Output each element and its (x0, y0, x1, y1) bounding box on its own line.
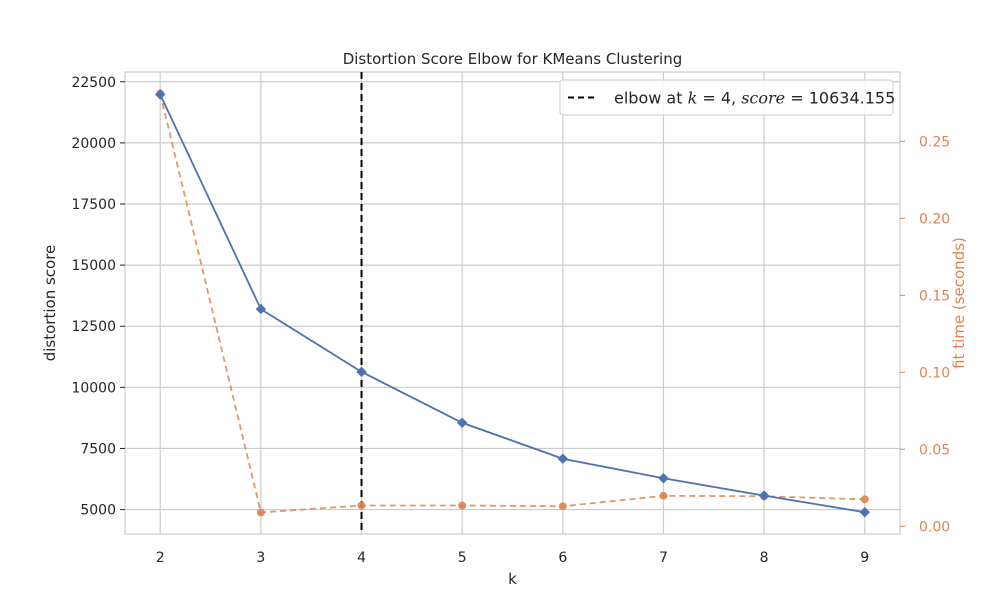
y2-tick-label: 0.00 (919, 519, 950, 535)
y2-tick-label: 0.05 (919, 442, 950, 458)
fit-time-point (558, 502, 567, 511)
legend-prefix: elbow at (614, 89, 688, 108)
fit-time-point (458, 501, 467, 510)
tick-layer: 2 3 4 5 6 7 8 9 5000 7500 10000 12500 15000 17500 2000… (71, 75, 950, 566)
y2-tick-label: 0.20 (919, 211, 950, 227)
y-axis-title: distortion score (41, 245, 59, 362)
distortion-point (255, 303, 267, 315)
distortion-point (356, 366, 367, 378)
distortion-point (557, 453, 569, 464)
legend: elbow at k = 4, score = 10634.155 (559, 79, 895, 116)
fit-time-line (159, 93, 865, 514)
y2-axis-title: fit time (seconds) (950, 237, 968, 369)
legend-score-symbol: score (741, 89, 785, 108)
x-axis-title: k (508, 570, 517, 588)
distortion-point (859, 507, 870, 518)
x-tick-label: 2 (156, 550, 165, 566)
y2-tick-label: 0.15 (919, 288, 950, 304)
x-tick-label: 6 (558, 550, 567, 566)
distortion-point (658, 473, 669, 484)
y-tick-label: 10000 (71, 380, 116, 396)
y-tick-label: 5000 (80, 503, 116, 519)
distortion-point (155, 89, 166, 100)
fit-time-point (357, 501, 366, 510)
x-tick-label: 3 (256, 550, 265, 566)
distortion-point (758, 490, 770, 501)
y-tick-label: 20000 (71, 136, 116, 152)
distortion-point (456, 417, 468, 428)
y2-tick-label: 0.25 (919, 134, 950, 150)
x-tick-label: 8 (760, 550, 769, 566)
y-tick-label: 15000 (71, 258, 116, 274)
x-tick-label: 9 (860, 550, 869, 566)
x-tick-label: 4 (357, 550, 366, 566)
fit-time-point (860, 495, 869, 504)
y-tick-label: 12500 (71, 319, 116, 335)
chart-title: Distortion Score Elbow for KMeans Cluste… (343, 50, 683, 68)
legend-k-value: = 4, (697, 89, 741, 108)
legend-k-symbol: k (688, 89, 698, 108)
y-tick-label: 17500 (71, 197, 116, 213)
y2-tick-label: 0.10 (919, 365, 950, 381)
fit-time-point (256, 508, 265, 517)
x-tick-label: 7 (659, 550, 668, 566)
y-tick-label: 7500 (80, 441, 116, 457)
legend-label: elbow at k = 4, score = 10634.155 (614, 89, 895, 108)
grid-layer (125, 72, 900, 534)
legend-box (559, 79, 894, 116)
distortion-line (159, 94, 865, 514)
fit-time-point (659, 491, 668, 500)
series-layer (155, 89, 870, 518)
y-tick-label: 22500 (71, 75, 116, 91)
x-tick-label: 5 (458, 550, 467, 566)
plot-frame (124, 71, 901, 535)
legend-score-value: = 10634.155 (785, 89, 895, 108)
